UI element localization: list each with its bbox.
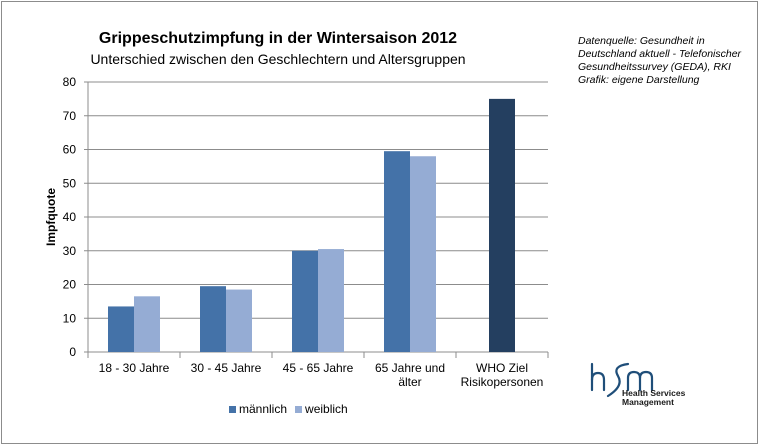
- y-tick-label: 10: [63, 311, 77, 325]
- bar: [410, 156, 436, 352]
- x-tick-label: älter: [398, 375, 421, 389]
- source-line: Deutschland aktuell - Telefonischer: [578, 48, 742, 60]
- legend-swatch: [295, 405, 303, 413]
- y-tick-label: 0: [69, 345, 76, 359]
- x-tick-label: 30 - 45 Jahre: [191, 361, 262, 375]
- x-tick-label: WHO Ziel: [476, 361, 528, 375]
- source-note: Datenquelle: Gesundheit in Deutschland a…: [578, 35, 756, 87]
- x-tick-label: 45 - 65 Jahre: [283, 361, 354, 375]
- bar: [200, 286, 226, 352]
- x-tick-label: Risikopersonen: [461, 375, 544, 389]
- bar: [108, 306, 134, 352]
- hsm-logo: [590, 362, 654, 398]
- legend-item-weiblich: weiblich: [295, 402, 348, 416]
- x-tick-label: 65 Jahre und: [375, 361, 445, 375]
- legend-swatch: [229, 405, 236, 413]
- y-tick-label: 80: [63, 75, 77, 89]
- legend-label: weiblich: [305, 402, 348, 416]
- logo-text: Health Services Management: [622, 389, 685, 407]
- bar: [318, 249, 344, 352]
- bar: [384, 151, 410, 352]
- logo-line: Health Services: [622, 388, 686, 398]
- y-tick-label: 70: [63, 109, 77, 123]
- bar: [134, 296, 160, 352]
- y-tick-label: 50: [63, 176, 77, 190]
- source-line: Gesundheitssurvey (GEDA), RKI: [578, 61, 731, 73]
- legend-item-maennlich: männlich: [229, 402, 287, 416]
- chart-title: Grippeschutzimpfung in der Wintersaison …: [98, 30, 458, 47]
- y-tick-label: 40: [63, 210, 77, 224]
- source-line: Grafik: eigene Darstellung: [578, 74, 700, 86]
- y-tick-label: 20: [63, 278, 77, 292]
- chart-legend: männlich weiblich: [229, 402, 352, 416]
- logo-line: Management: [622, 397, 674, 407]
- bar: [226, 289, 252, 352]
- y-axis-label: Impfquote: [44, 188, 58, 246]
- y-tick-label: 60: [63, 143, 77, 157]
- bar: [292, 250, 318, 352]
- source-line: Datenquelle: Gesundheit in: [578, 35, 705, 47]
- bar: [489, 98, 515, 352]
- x-tick-label: 18 - 30 Jahre: [99, 361, 170, 375]
- y-tick-label: 30: [63, 244, 77, 258]
- chart-subtitle: Unterschied zwischen den Geschlechtern u…: [90, 51, 466, 67]
- legend-label: männlich: [239, 402, 288, 416]
